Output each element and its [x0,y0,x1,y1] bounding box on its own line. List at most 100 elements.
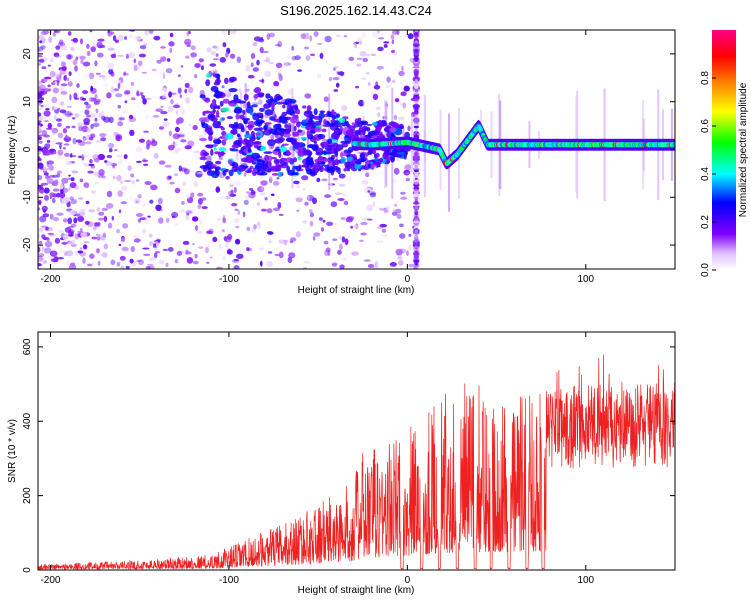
noise-blob [55,118,63,122]
noise-blob [142,247,150,250]
noise-blob [206,244,210,250]
noise-blob [136,36,142,41]
noise-blob [414,83,419,90]
noise-blob [125,53,130,59]
noise-blob [111,162,118,167]
noise-blob [414,218,418,221]
noise-blob [134,198,141,205]
noise-blob [53,52,60,58]
noise-blob [192,124,198,131]
noise-blob [158,72,166,78]
noise-blob [43,172,49,176]
noise-blob [338,183,346,187]
noise-blob [38,99,42,106]
noise-blob [376,226,384,230]
noise-blob [165,217,170,223]
noise-blob [77,216,85,223]
noise-blob [52,174,58,178]
noise-blob [130,82,135,86]
noise-blob [267,251,273,254]
ridge-blob [205,144,211,148]
ridge-blob [287,99,297,104]
noise-blob [212,58,219,61]
noise-blob [414,127,419,132]
noise-blob [144,30,149,36]
ridge-blob [239,114,245,120]
noise-blob [38,262,42,267]
noise-blob [167,144,175,151]
ridge-blob [208,132,213,136]
noise-blob [70,231,75,237]
noise-blob [212,236,218,243]
noise-blob [144,217,152,224]
ridge-blob [320,160,325,167]
noise-blob [229,53,236,59]
noise-blob [250,52,256,60]
noise-blob [389,262,397,267]
noise-blob [74,185,79,190]
noise-blob [66,77,70,82]
noise-blob [65,53,73,60]
noise-blob [38,233,41,240]
noise-blob [243,199,249,206]
noise-blob [93,171,100,177]
ridge-blob [307,144,315,148]
noise-blob [68,264,77,269]
noise-blob [273,88,280,94]
ridge-blob [259,92,265,96]
noise-blob [174,149,179,154]
noise-blob [82,244,88,250]
noise-blob [140,92,143,96]
ridge-blob [354,129,361,136]
noise-blob [275,68,283,73]
noise-blob [92,262,95,265]
ridge-blob [255,132,262,136]
noise-blob [319,52,324,60]
noise-blob [270,193,275,197]
ridge-blob [344,134,349,138]
ridge-blob [263,151,273,155]
ridge-blob [311,172,318,176]
noise-blob [94,93,98,99]
ridge-blob [252,169,258,173]
ridge-blob [293,125,297,132]
noise-blob [133,65,138,71]
noise-blob [45,226,49,231]
noise-blob [178,209,185,213]
ridge-blob [367,131,372,138]
noise-blob [221,229,225,232]
noise-blob [176,251,183,256]
noise-blob [38,256,44,262]
noise-blob [283,241,287,246]
noise-blob [399,233,406,239]
noise-blob [332,177,338,181]
ridge-blob [228,159,233,165]
noise-blob [83,117,91,124]
noise-blob [38,246,41,253]
ridge-blob [339,151,344,158]
noise-blob [96,248,100,254]
noise-blob [277,202,282,209]
noise-blob [393,167,400,175]
noise-blob [43,166,47,172]
noise-blob [60,83,68,87]
ridge-blob [332,161,336,167]
y-tick-label: -20 [22,237,33,252]
noise-blob [48,115,53,121]
noise-blob [284,62,289,68]
noise-blob [414,98,419,102]
noise-blob [77,250,84,254]
noise-blob [143,43,148,46]
noise-blob [90,46,96,53]
noise-blob [66,113,74,116]
ridge-blob [359,152,365,160]
noise-blob [346,216,355,221]
ridge-blob [219,100,224,107]
noise-blob [115,93,123,98]
noise-blob [288,252,296,259]
noise-blob [117,190,123,197]
ridge-blob [234,106,243,114]
noise-blob [67,31,72,36]
noise-blob [97,52,104,58]
